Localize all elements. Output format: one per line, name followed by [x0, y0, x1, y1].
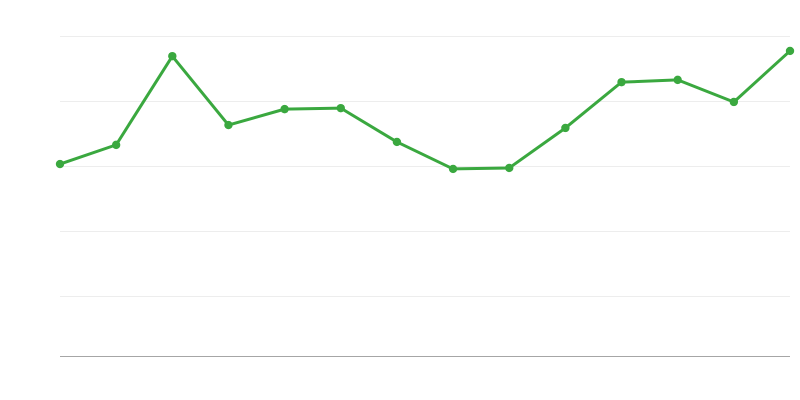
data-point-marker[interactable]	[673, 75, 682, 85]
data-point-marker[interactable]	[168, 51, 177, 61]
data-series	[58, 49, 792, 171]
data-point-marker[interactable]	[280, 104, 289, 114]
data-point-marker[interactable]	[729, 97, 739, 107]
data-point-marker[interactable]	[785, 46, 795, 56]
data-point-marker[interactable]	[224, 120, 233, 130]
data-point-marker[interactable]	[617, 77, 626, 87]
data-point-marker[interactable]	[448, 164, 458, 174]
series-line-0	[58, 49, 792, 171]
data-point-marker[interactable]	[561, 123, 570, 133]
data-point-marker[interactable]	[111, 140, 121, 150]
gridlines	[60, 36, 790, 297]
data-point-marker[interactable]	[505, 163, 514, 173]
data-point-marker[interactable]	[336, 103, 345, 113]
data-point-markers	[55, 46, 795, 174]
data-point-marker[interactable]	[392, 137, 402, 147]
data-point-marker[interactable]	[55, 159, 65, 169]
